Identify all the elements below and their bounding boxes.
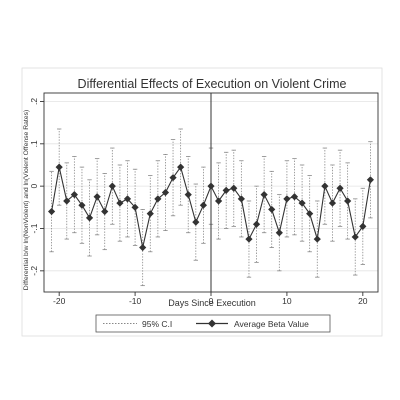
beta-marker	[93, 193, 101, 201]
beta-marker	[169, 174, 177, 182]
beta-marker	[351, 233, 359, 241]
beta-marker	[116, 199, 124, 207]
y-tick-label: .2	[29, 98, 39, 105]
beta-marker	[230, 184, 238, 192]
x-tick-label: 0	[209, 296, 214, 306]
beta-marker	[207, 182, 215, 190]
beta-marker	[328, 199, 337, 207]
x-tick-label: -20	[53, 296, 66, 306]
beta-marker	[252, 220, 261, 228]
beta-marker	[108, 182, 116, 190]
beta-marker	[192, 218, 200, 226]
y-tick-label: -.1	[29, 223, 39, 233]
beta-marker	[55, 163, 63, 171]
beta-marker	[214, 197, 223, 205]
beta-marker	[245, 235, 253, 243]
beta-markers	[47, 163, 375, 252]
beta-marker	[139, 243, 147, 252]
beta-marker	[63, 197, 71, 205]
beta-marker	[123, 195, 132, 203]
beta-marker	[237, 195, 245, 203]
x-tick-label: 10	[282, 296, 292, 306]
beta-marker	[298, 199, 306, 207]
beta-marker	[366, 176, 375, 184]
beta-marker	[313, 235, 321, 243]
legend-beta-marker	[208, 319, 216, 328]
beta-marker	[184, 191, 192, 199]
beta-marker	[101, 207, 109, 216]
x-ticks: -20 -10 0 10 20	[53, 292, 368, 306]
figure-background	[21, 67, 383, 337]
y-axis-label: Differential b/w ln(NonViolent) and ln(V…	[23, 110, 30, 290]
chart-title: Differential Effects of Execution on Vio…	[78, 77, 347, 91]
beta-marker	[268, 205, 276, 214]
beta-marker	[161, 188, 170, 197]
beta-marker	[85, 214, 94, 222]
x-tick-label: -10	[129, 296, 142, 306]
x-axis-label: Days Since Execution	[168, 298, 256, 308]
beta-marker	[222, 186, 230, 194]
beta-marker	[336, 184, 344, 192]
beta-marker	[131, 203, 139, 211]
y-tick-label: 0	[29, 184, 39, 189]
y-tick-label: .1	[29, 140, 39, 147]
beta-marker	[275, 229, 283, 237]
legend-beta-label: Average Beta Value	[234, 319, 309, 329]
beta-marker	[154, 195, 162, 203]
beta-marker	[47, 207, 56, 216]
beta-marker	[260, 191, 268, 199]
legend: 95% C.I Average Beta Value	[95, 314, 331, 333]
beta-marker	[177, 163, 185, 171]
beta-marker	[283, 195, 291, 203]
beta-marker	[321, 182, 329, 190]
beta-marker	[344, 197, 352, 205]
beta-marker	[306, 210, 314, 218]
beta-marker	[70, 191, 78, 199]
beta-marker	[146, 210, 154, 218]
y-ticks: -.2 -.1 0 .1 .2	[29, 98, 44, 276]
y-tick-label: -.2	[29, 266, 39, 276]
legend-ci-label: 95% C.I	[142, 319, 172, 329]
beta-marker	[199, 201, 208, 209]
beta-marker	[290, 193, 299, 201]
x-tick-label: 20	[358, 296, 368, 306]
beta-marker	[78, 201, 86, 209]
beta-marker	[359, 222, 367, 230]
